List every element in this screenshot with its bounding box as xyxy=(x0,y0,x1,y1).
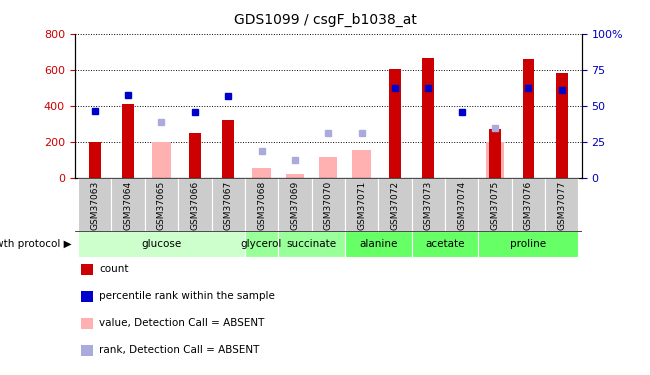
Bar xyxy=(478,231,578,257)
Text: alanine: alanine xyxy=(359,239,397,249)
Bar xyxy=(152,142,171,178)
Text: GSM37071: GSM37071 xyxy=(357,181,366,230)
Text: GSM37064: GSM37064 xyxy=(124,181,133,230)
Text: GSM37067: GSM37067 xyxy=(224,181,233,230)
Text: value, Detection Call = ABSENT: value, Detection Call = ABSENT xyxy=(99,318,265,328)
Bar xyxy=(556,74,567,178)
Text: rank, Detection Call = ABSENT: rank, Detection Call = ABSENT xyxy=(99,345,260,355)
Bar xyxy=(222,120,234,178)
Bar xyxy=(445,178,478,231)
Bar xyxy=(78,178,111,231)
Bar xyxy=(545,178,578,231)
Bar xyxy=(278,178,311,231)
Text: glycerol: glycerol xyxy=(241,239,282,249)
Text: GDS1099 / csgF_b1038_at: GDS1099 / csgF_b1038_at xyxy=(233,13,417,27)
Text: GSM37068: GSM37068 xyxy=(257,181,266,230)
Text: GSM37066: GSM37066 xyxy=(190,181,200,230)
Text: count: count xyxy=(99,264,129,274)
Text: acetate: acetate xyxy=(425,239,465,249)
Text: GSM37077: GSM37077 xyxy=(557,181,566,230)
Bar xyxy=(486,142,504,178)
Bar xyxy=(523,59,534,178)
Bar xyxy=(378,178,411,231)
Text: GSM37063: GSM37063 xyxy=(90,181,99,230)
Text: proline: proline xyxy=(510,239,547,249)
Bar xyxy=(422,58,434,178)
Text: GSM37072: GSM37072 xyxy=(391,181,400,230)
Bar xyxy=(286,174,304,178)
Bar xyxy=(252,168,270,178)
Text: GSM37065: GSM37065 xyxy=(157,181,166,230)
Bar xyxy=(345,178,378,231)
Bar xyxy=(178,178,211,231)
Bar xyxy=(189,133,201,178)
Bar xyxy=(145,178,178,231)
Bar xyxy=(411,231,478,257)
Bar xyxy=(89,142,101,178)
Text: percentile rank within the sample: percentile rank within the sample xyxy=(99,291,276,301)
Bar xyxy=(489,129,501,178)
Bar xyxy=(319,158,337,178)
Bar xyxy=(245,178,278,231)
Text: glucose: glucose xyxy=(141,239,181,249)
Bar xyxy=(311,178,345,231)
Bar xyxy=(345,231,411,257)
Bar xyxy=(389,69,401,178)
Bar xyxy=(512,178,545,231)
Bar xyxy=(278,231,345,257)
Bar xyxy=(78,231,245,257)
Text: succinate: succinate xyxy=(287,239,337,249)
Bar xyxy=(211,178,245,231)
Bar xyxy=(122,104,134,178)
Bar xyxy=(352,150,370,178)
Text: GSM37076: GSM37076 xyxy=(524,181,533,230)
Text: GSM37070: GSM37070 xyxy=(324,181,333,230)
Text: GSM37074: GSM37074 xyxy=(457,181,466,230)
Bar xyxy=(111,178,145,231)
Text: GSM37069: GSM37069 xyxy=(291,181,300,230)
Text: GSM37073: GSM37073 xyxy=(424,181,433,230)
Bar xyxy=(478,178,512,231)
Text: GSM37075: GSM37075 xyxy=(491,181,500,230)
Text: growth protocol ▶: growth protocol ▶ xyxy=(0,239,72,249)
Bar xyxy=(411,178,445,231)
Bar xyxy=(245,231,278,257)
